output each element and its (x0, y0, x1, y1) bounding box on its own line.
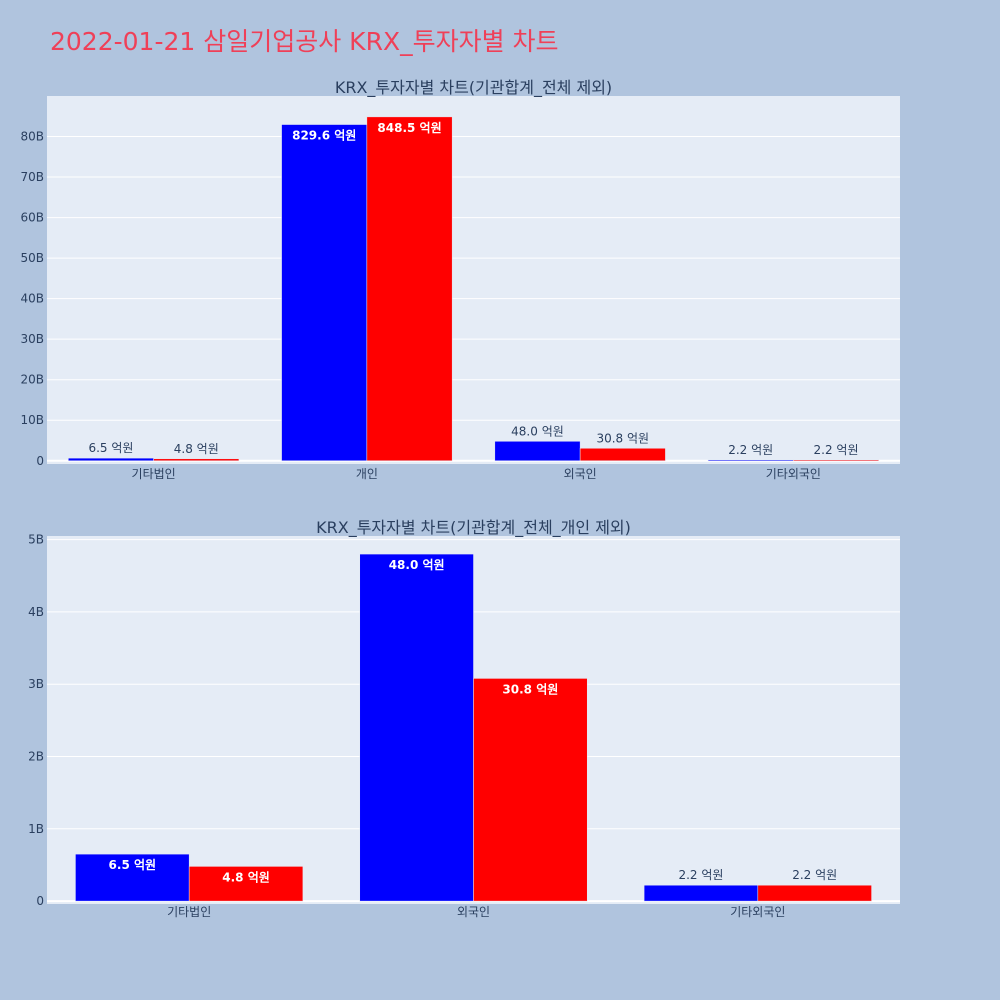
chart-title: KRX_투자자별 차트(기관합계_전체_개인 제외) (316, 518, 631, 538)
bar-buy (643, 884, 759, 902)
y-tick-label: 40B (20, 292, 44, 306)
y-tick-label: 5B (28, 533, 44, 547)
bar-buy (359, 553, 474, 902)
y-tick-label: 70B (20, 170, 44, 184)
y-tick-label: 0 (36, 894, 44, 908)
bar-sell (153, 458, 240, 462)
data-label: 4.8 억원 (174, 442, 219, 456)
data-label: 30.8 억원 (596, 431, 649, 445)
data-label: 2.2 억원 (792, 868, 837, 882)
x-tick-label: 기타외국인 (730, 905, 785, 919)
x-tick-label: 기타법인 (132, 467, 176, 481)
x-tick-label: 외국인 (564, 467, 597, 481)
y-tick-label: 4B (28, 605, 44, 619)
bar-buy (494, 441, 581, 462)
data-label: 848.5 억원 (377, 121, 441, 135)
y-tick-label: 1B (28, 822, 44, 836)
chart-title: KRX_투자자별 차트(기관합계_전체 제외) (335, 78, 612, 98)
data-label: 829.6 억원 (292, 129, 356, 143)
y-tick-label: 60B (20, 211, 44, 225)
y-tick-label: 2B (28, 750, 44, 764)
bar-buy (707, 459, 794, 462)
data-label: 30.8 억원 (502, 682, 558, 696)
y-tick-label: 50B (20, 251, 44, 265)
bar-buy (68, 457, 154, 462)
x-tick-label: 개인 (356, 467, 378, 481)
bar-buy (281, 124, 368, 462)
y-tick-label: 3B (28, 677, 44, 691)
y-tick-label: 10B (20, 413, 44, 427)
x-tick-label: 기타외국인 (766, 467, 821, 481)
chart-top: KRX_투자자별 차트(기관합계_전체 제외) 0 10B 20B 30B 40B 50B 6… (20, 78, 900, 481)
y-tick-label: 80B (20, 130, 44, 144)
data-label: 6.5 억원 (88, 441, 133, 455)
data-label: 48.0 억원 (389, 558, 445, 572)
bar-sell (473, 678, 588, 902)
bar-sell (366, 116, 453, 462)
page-title: 2022-01-21 삼일기업공사 KRX_투자자별 차트 (50, 27, 559, 56)
x-tick-label: 기타법인 (167, 905, 211, 919)
bar-sell (579, 448, 666, 462)
y-tick-label: 30B (20, 332, 44, 346)
data-label: 48.0 억원 (511, 424, 564, 438)
data-label: 4.8 억원 (222, 870, 270, 884)
y-tick-label: 20B (20, 373, 44, 387)
x-tick-label: 외국인 (457, 905, 490, 919)
bar-sell (793, 459, 879, 462)
data-label: 2.2 억원 (728, 443, 773, 457)
plot-area (47, 96, 900, 464)
data-label: 2.2 억원 (678, 868, 723, 882)
bar-sell (757, 884, 872, 902)
bar-sell (188, 866, 304, 902)
data-label: 6.5 억원 (109, 858, 157, 872)
chart-bottom: KRX_투자자별 차트(기관합계_전체_개인 제외) 0 1B 2B 3B 4B 5B 기타법… (28, 518, 900, 919)
y-tick-label: 0 (36, 454, 44, 468)
data-label: 2.2 억원 (814, 443, 859, 457)
